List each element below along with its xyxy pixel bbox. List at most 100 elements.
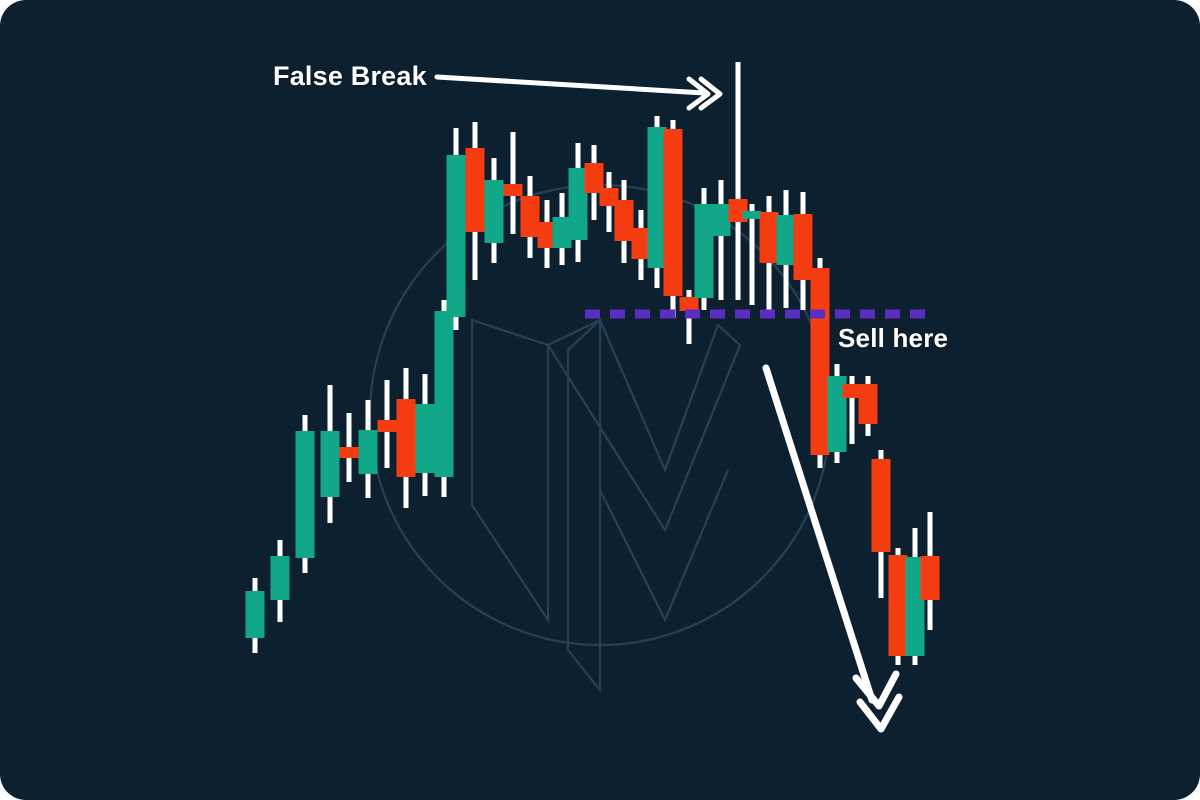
sell-here-chevron-1 [852, 670, 900, 710]
candlestick [827, 364, 847, 463]
candlestick [599, 172, 619, 232]
candle-body-bullish [905, 557, 925, 656]
candle-body-bearish [614, 200, 634, 241]
candle-body-bearish [920, 556, 940, 600]
false-break-arrow-shaft [434, 74, 707, 96]
candlestick [793, 192, 813, 310]
candle-body-bearish [631, 228, 651, 259]
candle-wick [718, 180, 724, 300]
sell-here-label: Sell here [838, 323, 949, 353]
candlestick [465, 122, 485, 280]
sell-here-chevron-2 [856, 693, 903, 733]
candle-body-bullish [694, 204, 714, 298]
candle-body-bearish [759, 212, 779, 263]
candlestick [647, 116, 667, 288]
candlestick [320, 385, 340, 523]
false-break-chevron-1 [686, 76, 711, 111]
candlestick [905, 528, 925, 665]
candlestick [888, 548, 908, 665]
candle-body-bullish [711, 204, 731, 236]
candlestick [631, 210, 651, 280]
candle-wick [749, 204, 755, 305]
sell-here-arrow [762, 364, 903, 733]
candle-body-bearish [465, 148, 485, 232]
candlestick [377, 380, 397, 468]
candle-body-bullish [742, 211, 762, 219]
candlestick [295, 415, 315, 573]
candle-body-bullish [484, 180, 504, 243]
candle-body-bullish [320, 431, 340, 497]
candlestick [584, 145, 604, 220]
candle-body-bullish [776, 215, 796, 265]
candlestick [871, 450, 891, 598]
candlestick [776, 190, 796, 308]
candle-body-bearish [396, 399, 416, 477]
candle-body-bullish [415, 404, 435, 473]
candle-body-bearish [679, 297, 699, 311]
candlestick [358, 400, 378, 498]
candle-body-bullish [270, 556, 290, 600]
candle-wick [510, 132, 516, 234]
candlestick [434, 300, 454, 497]
candlestick [663, 120, 683, 318]
candlestick [245, 578, 265, 653]
candle-body-bullish [647, 127, 667, 268]
candle-body-bearish [858, 384, 878, 424]
candle-body-bearish [537, 222, 557, 248]
false-break-arrow [434, 74, 723, 111]
candlestick [552, 193, 572, 265]
candlestick [568, 143, 588, 262]
candlestick [396, 368, 416, 508]
candle-body-bullish [568, 168, 588, 240]
candle-body-bearish [663, 129, 683, 296]
candlestick [842, 376, 862, 444]
candle-body-bullish [552, 217, 572, 248]
candlestick [742, 204, 762, 305]
candlestick [484, 158, 504, 263]
candlestick [537, 200, 557, 268]
candles-group [245, 62, 940, 665]
watermark-inner-v [599, 469, 730, 623]
candlestick [858, 376, 878, 436]
candle-wick [735, 62, 741, 300]
candlestick [920, 512, 940, 630]
candle-body-bullish [446, 155, 466, 317]
candle-body-bullish [358, 430, 378, 474]
candle-body-bullish [827, 376, 847, 452]
candle-body-bearish [377, 420, 397, 432]
candle-body-bullish [245, 591, 265, 638]
false-break-chevron-2 [698, 76, 723, 111]
candle-body-bearish [888, 555, 908, 656]
candle-body-bullish [434, 311, 454, 477]
candle-body-bearish [503, 184, 523, 196]
candlestick [503, 132, 523, 234]
candle-wick [849, 376, 855, 444]
candlestick [694, 188, 714, 310]
watermark-mid-bar [566, 317, 602, 694]
candle-body-bearish [871, 459, 891, 552]
candlestick [415, 374, 435, 496]
false-break-label: False Break [273, 61, 427, 91]
candlestick [759, 196, 779, 310]
candlestick [270, 540, 290, 622]
candle-body-bearish [793, 214, 813, 280]
watermark-chevron [546, 318, 742, 533]
sell-here-arrow-shaft [762, 364, 876, 704]
candlestick [446, 128, 466, 330]
candlestick [520, 176, 540, 258]
watermark-left-bar [470, 318, 550, 624]
candle-body-bullish [295, 431, 315, 558]
candlestick [711, 180, 731, 300]
candlestick [614, 180, 634, 263]
candle-body-bearish [339, 447, 359, 458]
candle-body-bearish [599, 188, 619, 206]
candle-body-bearish [842, 384, 862, 398]
candlestick [339, 413, 359, 482]
candle-body-bearish [584, 163, 604, 193]
